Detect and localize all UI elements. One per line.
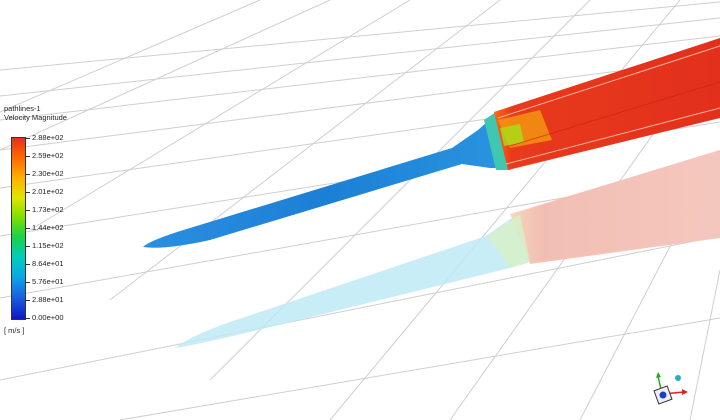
- legend-tick-label: 0.00e+00: [32, 313, 64, 322]
- legend-subtitle: Velocity Magnitude: [4, 113, 67, 122]
- legend-tick-label: 2.88e+01: [32, 295, 64, 304]
- pathlines-body: [143, 38, 720, 248]
- legend-tick-label: 2.01e+02: [32, 187, 64, 196]
- pathlines-reflection: [175, 150, 720, 348]
- legend-tick: [25, 174, 30, 175]
- legend-tick-label: 5.76e+01: [32, 277, 64, 286]
- legend-tick: [25, 156, 30, 157]
- legend-tick: [25, 300, 30, 301]
- legend-tick-label: 1.73e+02: [32, 205, 64, 214]
- legend-tick: [25, 210, 30, 211]
- legend-tick-label: 2.88e+02: [32, 133, 64, 142]
- z-axis-arrow-icon: [675, 375, 681, 381]
- legend-tick: [25, 318, 30, 319]
- legend-tick-label: 1.44e+02: [32, 223, 64, 232]
- legend-tick: [25, 138, 30, 139]
- legend-units: [ m/s ]: [4, 326, 25, 335]
- orientation-triad[interactable]: [653, 372, 688, 405]
- legend-tick: [25, 282, 30, 283]
- legend-title: pathlines-1: [4, 104, 41, 113]
- legend-tick: [25, 264, 30, 265]
- legend-tick-label: 1.15e+02: [32, 241, 64, 250]
- legend-tick: [25, 228, 30, 229]
- colorbar: [11, 137, 26, 320]
- legend-tick: [25, 246, 30, 247]
- legend-tick: [25, 192, 30, 193]
- color-legend: pathlines-1 Velocity Magnitude 2.88e+02 2…: [2, 104, 92, 344]
- legend-tick-label: 2.59e+02: [32, 151, 64, 160]
- legend-tick-label: 2.30e+02: [32, 169, 64, 178]
- legend-tick-label: 8.64e+01: [32, 259, 64, 268]
